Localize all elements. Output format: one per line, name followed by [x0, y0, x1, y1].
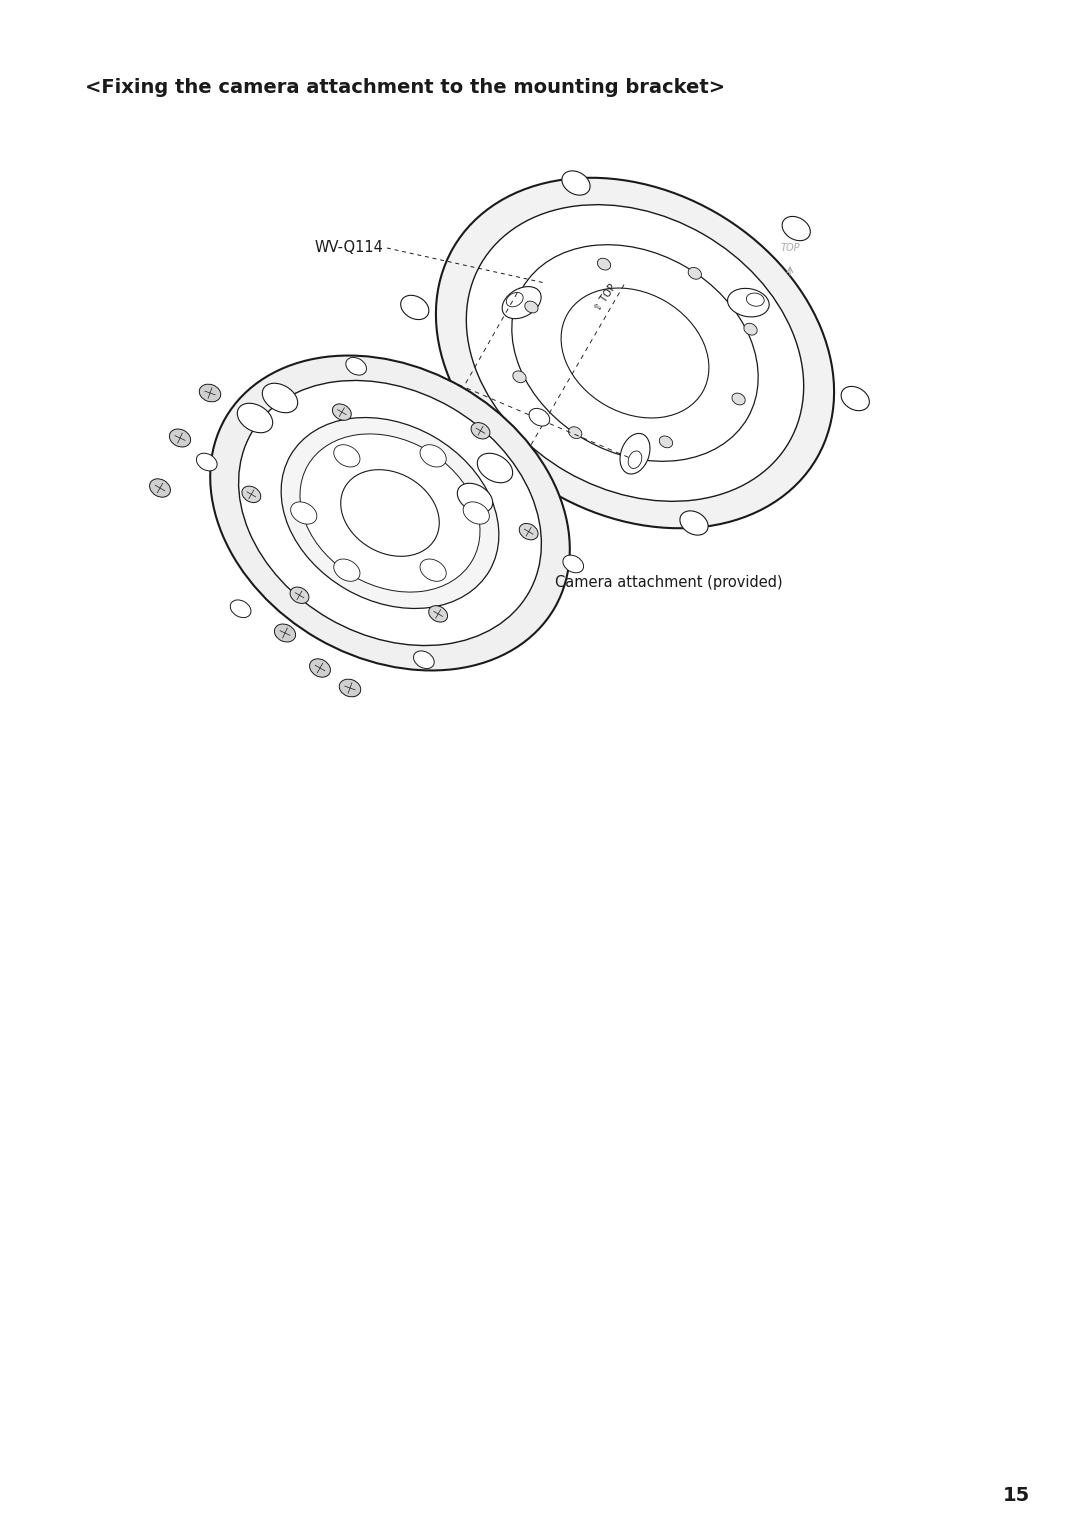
Ellipse shape	[563, 555, 583, 573]
Ellipse shape	[477, 454, 513, 483]
Ellipse shape	[346, 357, 366, 376]
Ellipse shape	[230, 599, 251, 618]
Ellipse shape	[659, 435, 673, 448]
Text: ⇧ TOP: ⇧ TOP	[592, 282, 618, 313]
Ellipse shape	[512, 245, 758, 461]
Text: Camera attachment (provided): Camera attachment (provided)	[555, 575, 783, 590]
Ellipse shape	[746, 293, 765, 307]
Ellipse shape	[211, 356, 570, 670]
Text: <Fixing the camera attachment to the mounting bracket>: <Fixing the camera attachment to the mou…	[85, 78, 725, 97]
Ellipse shape	[502, 287, 541, 319]
Ellipse shape	[629, 451, 642, 469]
Ellipse shape	[239, 380, 541, 645]
Ellipse shape	[562, 170, 590, 195]
Ellipse shape	[463, 501, 489, 524]
Ellipse shape	[149, 478, 171, 497]
Ellipse shape	[197, 454, 217, 471]
Ellipse shape	[782, 216, 810, 241]
Ellipse shape	[562, 288, 708, 419]
Ellipse shape	[420, 560, 446, 581]
Ellipse shape	[429, 606, 447, 622]
Ellipse shape	[728, 288, 769, 317]
Ellipse shape	[242, 486, 260, 503]
Ellipse shape	[568, 426, 582, 438]
Ellipse shape	[620, 434, 650, 474]
Ellipse shape	[300, 434, 480, 592]
Ellipse shape	[340, 469, 440, 556]
Ellipse shape	[291, 587, 309, 604]
Ellipse shape	[310, 659, 330, 678]
Ellipse shape	[334, 560, 360, 581]
Ellipse shape	[291, 501, 316, 524]
Ellipse shape	[170, 429, 190, 448]
Ellipse shape	[513, 371, 526, 383]
Ellipse shape	[525, 300, 538, 313]
Ellipse shape	[457, 483, 492, 512]
Ellipse shape	[274, 624, 296, 642]
Ellipse shape	[281, 417, 499, 609]
Ellipse shape	[333, 403, 351, 420]
Ellipse shape	[262, 383, 298, 412]
Ellipse shape	[420, 445, 446, 468]
Text: TOP: TOP	[780, 244, 800, 253]
Ellipse shape	[436, 178, 834, 529]
Text: 15: 15	[1002, 1485, 1030, 1505]
Ellipse shape	[688, 267, 701, 279]
Ellipse shape	[744, 323, 757, 336]
Ellipse shape	[467, 205, 804, 501]
Ellipse shape	[200, 385, 220, 402]
Ellipse shape	[519, 523, 538, 540]
Ellipse shape	[597, 258, 610, 270]
Ellipse shape	[334, 445, 360, 468]
Ellipse shape	[471, 423, 490, 438]
Ellipse shape	[339, 679, 361, 698]
Ellipse shape	[732, 392, 745, 405]
Ellipse shape	[414, 652, 434, 668]
Ellipse shape	[507, 293, 523, 307]
Ellipse shape	[401, 296, 429, 319]
Text: WV-Q114: WV-Q114	[315, 241, 383, 256]
Ellipse shape	[529, 408, 550, 426]
Ellipse shape	[460, 466, 488, 489]
Ellipse shape	[841, 386, 869, 411]
Ellipse shape	[680, 510, 708, 535]
Ellipse shape	[238, 403, 272, 432]
